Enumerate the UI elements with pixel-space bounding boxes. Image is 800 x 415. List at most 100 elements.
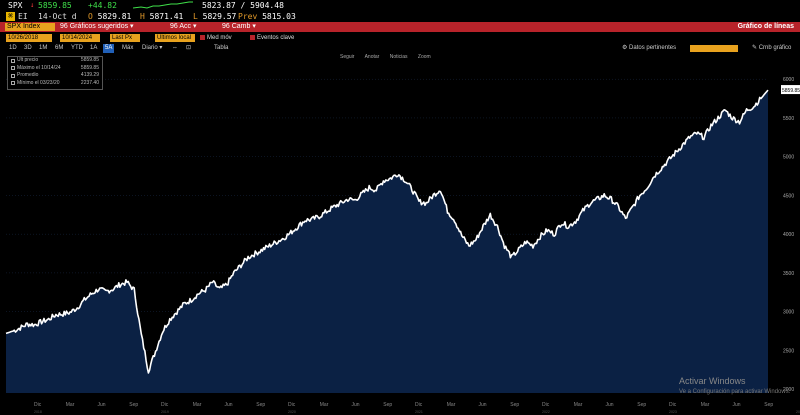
y-tick-label: 2000 <box>783 387 794 393</box>
period-ytd[interactable]: YTD <box>71 45 83 51</box>
prev-label: Prev <box>238 12 258 21</box>
low-label: L <box>193 12 198 21</box>
y-tick-label: 2500 <box>783 348 794 354</box>
legend-row[interactable]: Máximo el 10/14/24 5859.85 <box>11 65 102 73</box>
compare-icon[interactable]: ⇔ <box>172 45 178 51</box>
frequency-dropdown[interactable]: Diario ▾ <box>142 45 163 51</box>
x-year-label: 2024 <box>796 410 800 414</box>
x-tick-label: Dic <box>669 402 677 408</box>
ohlc-row: ⌘ EI 14-Oct d O 5829.81 H 5871.41 L 5829… <box>0 11 800 22</box>
y-tick-label: 3000 <box>783 310 794 316</box>
legend-value: 4139.29 <box>80 72 99 78</box>
moving-average-toggle[interactable]: Med móv <box>200 33 232 43</box>
start-date-field[interactable]: 10/26/2018 <box>6 34 52 42</box>
price-chart[interactable]: 2000 2500 3000 3500 4000 4500 5000 5500 6000 5859… <box>0 53 800 415</box>
yellow-key-icon[interactable]: ⌘ <box>6 12 15 21</box>
security-field[interactable]: SPX Index <box>5 23 55 31</box>
watermark-subtitle: Ve a Configuración para activar Windows. <box>679 389 791 395</box>
period-5a[interactable]: 5A <box>103 44 115 53</box>
down-arrow-icon: ↓ <box>30 1 35 9</box>
x-year-label: 2020 <box>288 410 296 414</box>
x-tick-label: Jun <box>225 402 233 408</box>
high-number: 5871.41 <box>149 12 184 21</box>
x-tick-label: Sep <box>510 402 519 408</box>
low-value: L 5829.57 <box>193 11 236 22</box>
price-field[interactable]: Last Px <box>110 34 140 42</box>
chart-panel[interactable]: 2000 2500 3000 3500 4000 4500 5000 5500 6000 5859… <box>0 53 800 415</box>
legend-label: Promedio <box>17 72 39 78</box>
x-tick-label: Mar <box>320 402 329 408</box>
period-max[interactable]: Máx <box>122 45 134 51</box>
x-tick-label: Mar <box>574 402 583 408</box>
chart-type-title: Gráfico de líneas <box>737 23 794 30</box>
checkbox-icon <box>250 34 255 40</box>
legend-value: 2237.40 <box>80 79 99 86</box>
legend-label: Ult precio <box>17 57 39 63</box>
x-tick-label: Dic <box>542 402 550 408</box>
legend-label: Mínimo el 03/23/20 <box>17 79 60 86</box>
edit-chart-button[interactable]: ✎ Crnb gráfico <box>752 45 792 51</box>
open-value: O 5829.81 <box>88 11 131 22</box>
x-tick-label: Sep <box>383 402 392 408</box>
high-label: H <box>140 12 145 21</box>
ticker-symbol[interactable]: SPX <box>8 1 23 10</box>
x-year-label: 2021 <box>415 410 423 414</box>
key-events-label: Eventos clave <box>257 35 295 41</box>
legend-row[interactable]: Ult precio 5859.85 <box>11 57 102 65</box>
related-data-field[interactable] <box>690 45 738 52</box>
checkbox-icon <box>11 66 15 71</box>
x-tick-label: Jun <box>606 402 614 408</box>
x-tick-label: Sep <box>129 402 138 408</box>
actions-menu[interactable]: 96 Acc ▾ <box>170 23 197 30</box>
x-tick-label: Jun <box>479 402 487 408</box>
legend-row[interactable]: Mínimo el 03/23/20 2237.40 <box>11 80 102 88</box>
follow-button[interactable]: Seguir <box>340 54 355 60</box>
x-tick-label: Jun <box>352 402 360 408</box>
watermark-title: Activar Windows <box>679 376 746 386</box>
period-3d[interactable]: 3D <box>24 45 32 51</box>
x-tick-label: Sep <box>256 402 265 408</box>
last-price-tag <box>781 85 800 95</box>
quote-date: 14-Oct d <box>38 12 77 21</box>
period-1m[interactable]: 1M <box>39 45 48 51</box>
period-1d[interactable]: 1D <box>9 45 17 51</box>
period-6m[interactable]: 6M <box>55 45 64 51</box>
y-tick-label: 6000 <box>783 77 794 83</box>
legend-value: 5859.85 <box>80 57 99 63</box>
end-date-field[interactable]: 10/14/2024 <box>60 34 100 42</box>
x-year-label: 2022 <box>542 410 550 414</box>
suggested-charts-menu[interactable]: 96 Gráficos sugeridos ▾ <box>60 23 134 30</box>
period-1a[interactable]: 1A <box>90 45 98 51</box>
checkbox-icon <box>11 81 15 86</box>
x-tick-label: Dic <box>161 402 169 408</box>
x-tick-label: Mar <box>447 402 456 408</box>
legend-row[interactable]: Promedio 4139.29 <box>11 72 102 80</box>
currency-field[interactable]: Últimos local <box>155 34 195 42</box>
indicator-label: EI <box>18 12 28 21</box>
low-number: 5829.57 <box>202 12 237 21</box>
x-tick-label: Jun <box>98 402 106 408</box>
x-year-label: 2019 <box>161 410 169 414</box>
last-price-tag-label: 5859.85 <box>782 88 800 94</box>
settings-bar: 10/26/2018 10/14/2024 Last Px Últimos lo… <box>0 33 800 43</box>
table-button[interactable]: Tabla <box>214 45 229 51</box>
y-tick-label: 4000 <box>783 232 794 238</box>
sparkline-icon <box>132 1 193 13</box>
x-year-label: 2018 <box>34 410 42 414</box>
annotate-button[interactable]: Anotar <box>364 54 380 60</box>
related-data-button[interactable]: ⚙ Datos pertinentes <box>622 45 677 51</box>
layout-icon[interactable]: ⊡ <box>186 45 192 51</box>
last-price: 5859.85 <box>38 1 72 10</box>
change-menu[interactable]: 96 Camb ▾ <box>222 23 256 30</box>
price-line <box>5 89 769 374</box>
x-tick-label: Dic <box>415 402 423 408</box>
prev-number: 5815.03 <box>262 12 296 21</box>
legend-value: 5859.85 <box>80 64 99 71</box>
x-tick-label: Mar <box>66 402 75 408</box>
zoom-button[interactable]: Zoom <box>417 54 431 60</box>
open-label: O <box>88 12 93 21</box>
news-button[interactable]: Noticias <box>389 54 408 60</box>
key-events-toggle[interactable]: Eventos clave <box>250 33 294 43</box>
high-value: H 5871.41 <box>140 11 183 22</box>
windows-activation-watermark: Activar Windows Ve a Configuración para … <box>679 376 790 398</box>
